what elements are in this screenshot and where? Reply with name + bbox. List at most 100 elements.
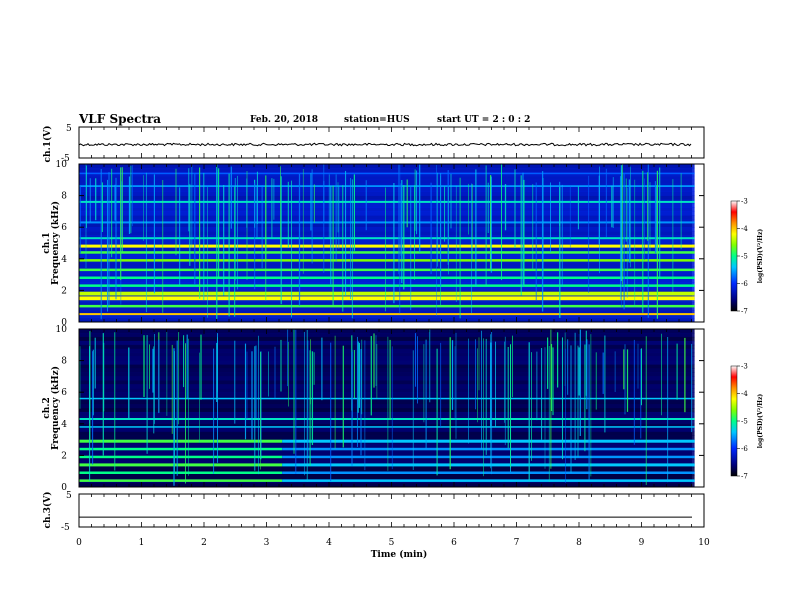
- spectrogram-band: [79, 284, 695, 287]
- spectrogram-noise-row: [79, 246, 695, 252]
- spectrogram-noise-row: [79, 384, 695, 389]
- date-label: Feb. 20, 2018: [250, 115, 318, 125]
- spectrogram-band: [79, 200, 695, 203]
- time-tick-label: 5: [389, 538, 395, 548]
- ch2-spectrogram-image: [79, 329, 695, 488]
- spectrogram-noise-row: [79, 427, 695, 433]
- spectrogram-noise-row: [79, 203, 695, 208]
- spectrogram-noise-row: [79, 404, 695, 409]
- spectrogram-noise-row: [79, 356, 695, 361]
- ch1-spectrogram-ylabel-channel: ch.1: [42, 232, 52, 253]
- colorbar-tick-label: -5: [741, 418, 748, 426]
- spectrogram-band: [79, 426, 695, 428]
- ch2-spectrogram-yticks: 0 2 4 6 8 10: [56, 325, 704, 493]
- spectrogram-noise-row: [79, 388, 695, 393]
- spectrogram-band: [79, 296, 695, 301]
- ch1-waveform-trace: [78, 142, 692, 147]
- spectrogram-noise-row: [79, 239, 695, 244]
- spectrogram-band: [79, 291, 695, 296]
- spectrogram-ytick-label: 8: [61, 357, 67, 367]
- spectrogram-noise-row: [79, 286, 695, 291]
- ch1-colorbar-ticks: -3 -4 -5 -6 -7: [737, 198, 748, 316]
- spectrogram-band: [282, 439, 695, 443]
- ch2-colorbar-label: log(PSD)(V²/Hz): [757, 394, 764, 449]
- ch1-ytick-top: 5: [66, 124, 72, 134]
- figure-title: VLF Spectra: [78, 112, 161, 126]
- spectrogram-noise-row: [79, 195, 695, 200]
- spectrogram-band: [79, 397, 695, 400]
- spectrogram-noise-row: [79, 344, 695, 350]
- spectrogram-band: [79, 268, 695, 272]
- spectrogram-noise-row: [79, 475, 695, 480]
- spectrogram-noise-row: [79, 408, 695, 413]
- ch2-colorbar-ticks: -3 -4 -5 -6 -7: [737, 363, 748, 481]
- spectrogram-noise-row: [79, 175, 695, 181]
- time-tick-label: 3: [264, 538, 270, 548]
- ch3-ytick-top: 5: [66, 491, 72, 501]
- ch1-spectrogram-image: [79, 164, 695, 323]
- ch1-ytick-bottom: -5: [61, 154, 70, 164]
- spectrogram-noise-row: [79, 376, 695, 381]
- colorbar-tick-label: -3: [741, 198, 748, 206]
- colorbar-tick-label: -7: [741, 308, 748, 316]
- time-tick-label: 4: [326, 538, 332, 548]
- colorbar-tick-label: -3: [741, 363, 748, 371]
- spectrogram-band: [79, 447, 283, 451]
- spectrogram-band: [79, 471, 283, 474]
- spectrogram-band: [79, 313, 695, 316]
- ch1-colorbar-label: log(PSD)(V²/Hz): [757, 229, 764, 284]
- spectrogram-noise-row: [79, 310, 695, 315]
- spectrogram-ytick-label: 6: [61, 223, 67, 233]
- ch3-ytick-bottom: -5: [61, 523, 70, 533]
- spectrogram-ytick-label: 10: [56, 160, 68, 170]
- ch3-waveform-panel: 5 -5 ch.3(V): [42, 491, 705, 533]
- spectrogram-noise-row: [79, 360, 695, 365]
- time-tick-label: 2: [201, 538, 207, 548]
- spectrogram-band: [79, 172, 695, 175]
- spectrogram-noise-row: [79, 372, 695, 377]
- spectrogram-ytick-label: 10: [56, 325, 68, 335]
- time-axis-label: Time (min): [371, 549, 428, 560]
- spectrogram-band: [79, 479, 283, 482]
- spectrogram-band: [79, 251, 695, 254]
- spectrogram-noise-row: [79, 262, 695, 268]
- colorbar-tick-label: -7: [741, 473, 748, 481]
- ch3-ylabel: ch.3(V): [42, 492, 53, 529]
- spectrogram-band: [282, 479, 695, 482]
- spectrogram-ytick-label: 0: [61, 483, 67, 493]
- spectrogram-noise-row: [79, 364, 695, 369]
- spectrogram-band: [282, 463, 695, 467]
- spectrogram-noise-row: [79, 191, 695, 196]
- spectrogram-noise-row: [79, 167, 695, 173]
- time-axis-tick-labels: 0 1 2 3 4 5 6 7 8 9 10: [76, 538, 710, 548]
- ch1-colorbar: [730, 200, 738, 312]
- spectrogram-noise-row: [79, 306, 695, 311]
- spectrogram-noise-row: [79, 392, 695, 397]
- spectrogram-band: [282, 471, 695, 474]
- spectrogram-noise-row: [79, 368, 695, 373]
- ch2-spectrogram-ylabel-frequency: Frequency (kHz): [50, 366, 61, 450]
- spectrogram-noise-row: [79, 231, 695, 236]
- spectrogram-noise-row: [79, 207, 695, 212]
- spectrogram-noise-row: [79, 443, 695, 448]
- spectrogram-band: [79, 221, 695, 224]
- time-tick-label: 7: [514, 538, 520, 548]
- colorbar-tick-label: -5: [741, 253, 748, 261]
- spectrogram-noise-row: [79, 411, 695, 417]
- spectrogram-noise-row: [79, 431, 695, 436]
- spectrogram-noise-row: [79, 419, 695, 425]
- spectrogram-ytick-label: 2: [61, 451, 67, 461]
- spectrogram-noise-row: [79, 451, 695, 456]
- spectrogram-noise-row: [79, 164, 695, 169]
- ch2-colorbar: [730, 365, 738, 477]
- spectrogram-noise-row: [79, 483, 695, 488]
- time-tick-label: 9: [639, 538, 645, 548]
- spectrogram-noise-row: [79, 348, 695, 354]
- spectrogram-ytick-label: 6: [61, 388, 67, 398]
- time-tick-label: 6: [451, 538, 457, 548]
- spectrogram-ytick-label: 8: [61, 192, 67, 202]
- spectrogram-noise-row: [79, 270, 695, 275]
- spectrogram-ytick-label: 2: [61, 286, 67, 296]
